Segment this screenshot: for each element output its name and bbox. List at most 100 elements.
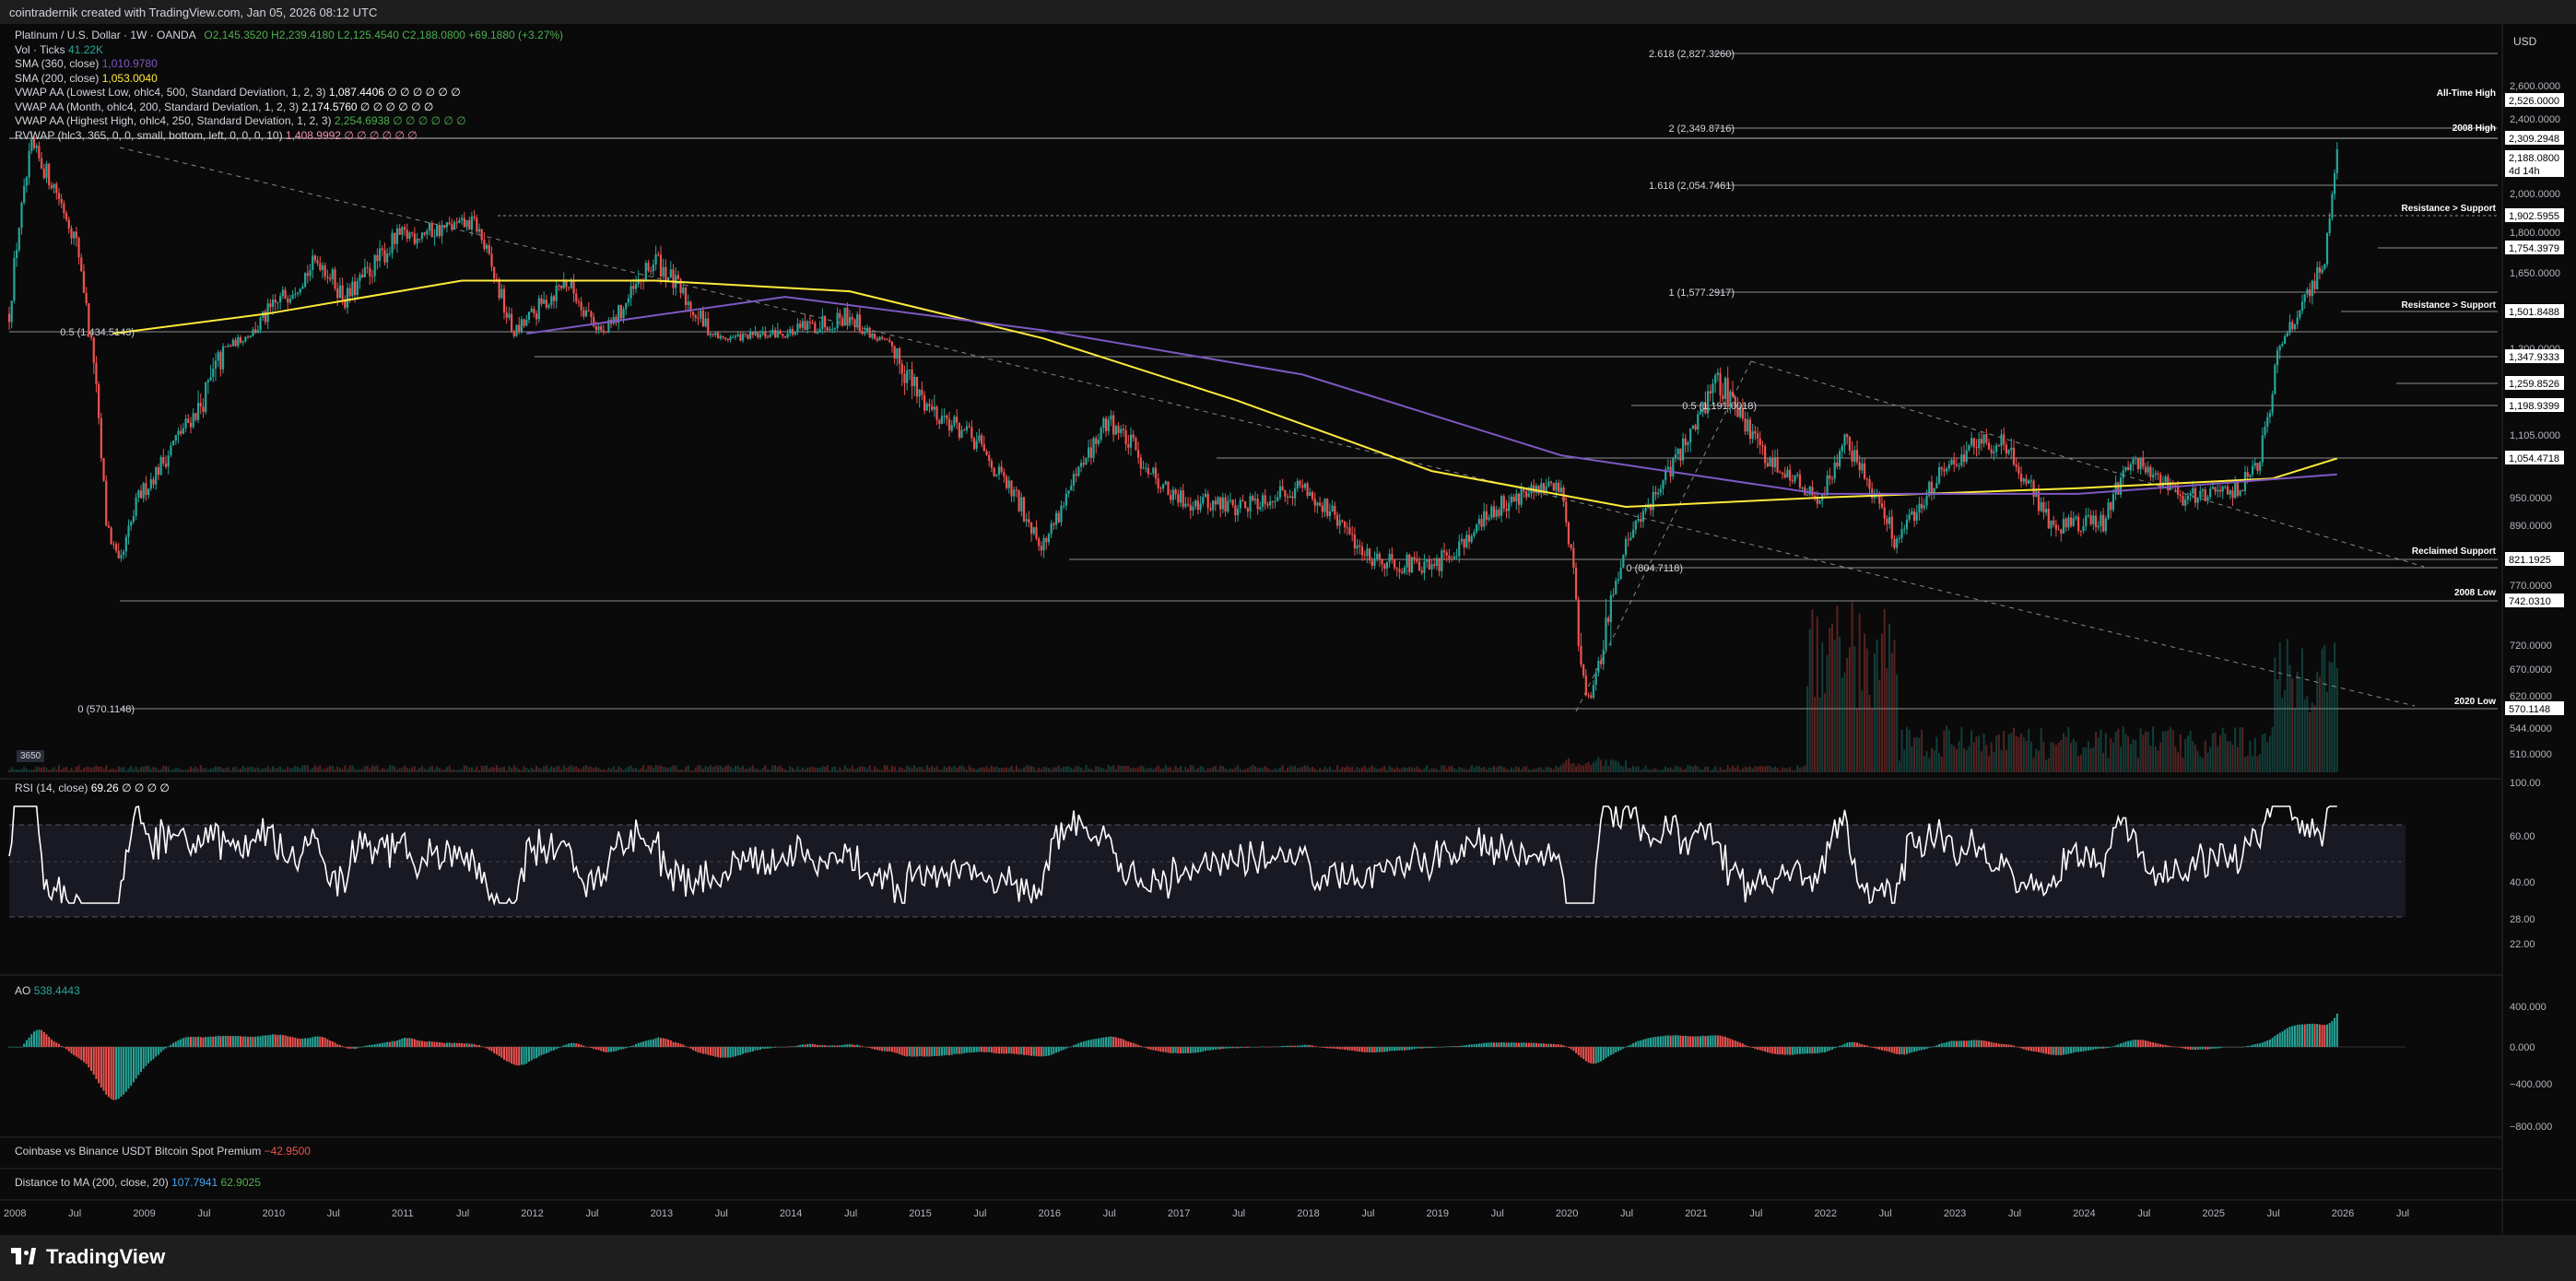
ao-bar: [1189, 1047, 1192, 1053]
candle-body: [2231, 490, 2234, 499]
candle-body: [1040, 546, 1042, 551]
volume-bar: [953, 765, 956, 772]
candle-body: [1246, 508, 1249, 511]
candle-body: [123, 551, 125, 556]
ao-bar: [1435, 1047, 1438, 1048]
candle-body: [1328, 511, 1332, 516]
candle-body: [346, 288, 349, 308]
volume-bar: [1888, 624, 1891, 772]
candle-body: [1987, 442, 1991, 450]
ao-bar: [1676, 1035, 1679, 1047]
ao-bar: [1137, 1044, 1140, 1047]
candle-body: [137, 490, 140, 498]
ao-bar: [2236, 1047, 2239, 1048]
ao-bar: [2253, 1044, 2256, 1047]
candle-body: [1547, 481, 1550, 487]
ao-bar: [244, 1036, 247, 1047]
ao-bar: [1575, 1047, 1578, 1053]
ao-bar: [2217, 1047, 2219, 1049]
volume-bar: [1231, 769, 1234, 772]
volume-bar: [1829, 628, 1831, 772]
candle-body: [1915, 512, 1918, 522]
volume-bar: [1057, 765, 1060, 772]
candle-body: [1029, 522, 1033, 535]
ao-bar: [652, 1039, 654, 1047]
volume-bar: [117, 766, 120, 772]
candle-body: [1370, 560, 1373, 567]
volume-bar: [1555, 765, 1558, 772]
ao-bar: [833, 1045, 836, 1047]
candle-body: [1848, 437, 1851, 451]
volume-bar: [480, 765, 483, 772]
candle-body: [1602, 649, 1605, 664]
ao-bar: [1512, 1042, 1515, 1047]
candle-body: [65, 213, 68, 220]
volume-bar: [115, 770, 118, 772]
ao-bar: [1224, 1047, 1227, 1049]
ao-bar: [1124, 1040, 1127, 1047]
volume-bar: [1814, 697, 1817, 772]
ao-bar: [736, 1047, 739, 1056]
ao-bar: [734, 1047, 736, 1057]
candle-body: [77, 238, 80, 258]
volume-bar: [1269, 770, 1272, 772]
ao-bar: [366, 1045, 369, 1047]
candle-body: [1442, 550, 1446, 553]
ao-bar: [395, 1040, 398, 1047]
volume-bar: [2209, 746, 2212, 772]
candle-body: [2003, 434, 2006, 445]
ao-bar: [1938, 1044, 1941, 1047]
candle-body: [757, 332, 759, 338]
ao-bar: [1007, 1047, 1010, 1054]
ao-bar: [2206, 1047, 2209, 1050]
ao-bar: [2239, 1047, 2241, 1048]
volume-bar: [1127, 766, 1130, 772]
ao-bar: [1559, 1044, 1562, 1047]
volume-bar: [774, 765, 777, 772]
candle-body: [1754, 430, 1757, 434]
volume-bar: [995, 766, 998, 772]
ao-bar: [266, 1035, 269, 1047]
price-badge: 1,754.3979: [2505, 241, 2564, 254]
volume-bar: [224, 768, 227, 772]
candle-body: [1605, 617, 1607, 650]
ao-bar: [379, 1043, 382, 1047]
candle-body: [2259, 462, 2262, 471]
volume-bar: [1978, 735, 1981, 772]
volume-bar: [1416, 766, 1418, 772]
candle-body: [413, 233, 416, 244]
volume-bar: [1488, 768, 1490, 772]
volume-bar: [2152, 726, 2155, 772]
price-tick-label: 890.0000: [2510, 521, 2552, 532]
candle-body: [701, 310, 704, 327]
trendline-covid-fib: [1575, 360, 1752, 712]
candle-body: [1958, 465, 1960, 467]
ao-bar: [376, 1043, 379, 1047]
volume-bar: [1473, 767, 1476, 772]
ao-bar: [587, 1047, 590, 1048]
ao-bar: [1965, 1040, 1968, 1047]
currency-label[interactable]: USD: [2513, 35, 2537, 48]
volume-bar: [2167, 730, 2170, 772]
ao-bar: [1055, 1047, 1058, 1053]
volume-bar: [323, 768, 326, 772]
ao-bar: [1139, 1045, 1142, 1047]
tradingview-logo[interactable]: TradingView: [11, 1245, 165, 1269]
volume-bar: [652, 767, 654, 772]
ao-bar: [1886, 1047, 1888, 1052]
candle-body: [1935, 483, 1938, 488]
candle-body: [1814, 495, 1817, 498]
candle-body: [2100, 514, 2102, 526]
ao-bar: [102, 1047, 105, 1091]
ao-bar: [1321, 1047, 1323, 1048]
ao-bar: [1657, 1036, 1660, 1047]
candle-body: [231, 339, 234, 347]
candle-body: [1498, 510, 1500, 516]
volume-bar: [865, 769, 868, 772]
volume-bar: [1262, 768, 1264, 772]
ao-bar: [687, 1047, 689, 1048]
volume-bar: [448, 765, 451, 772]
ao-bar: [1284, 1045, 1287, 1047]
price-badge: 4d 14h: [2505, 163, 2564, 177]
